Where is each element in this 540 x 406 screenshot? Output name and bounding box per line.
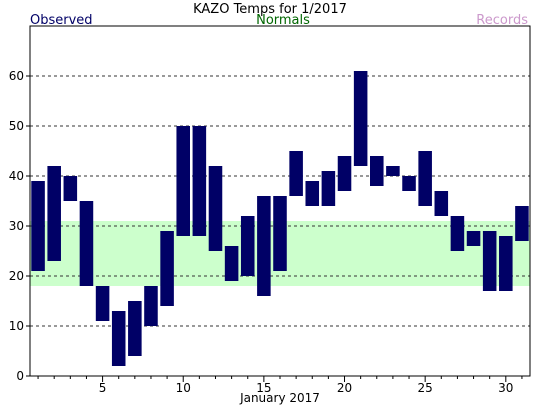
x-tick-label: 20 <box>337 381 352 395</box>
observed-bar <box>128 301 142 356</box>
x-tick-label: 10 <box>176 381 191 395</box>
observed-bar <box>144 286 158 326</box>
observed-bar <box>176 126 190 236</box>
observed-bar <box>370 156 384 186</box>
y-tick-label: 50 <box>9 119 24 133</box>
y-tick-label: 0 <box>16 369 24 383</box>
y-tick-label: 10 <box>9 319 24 333</box>
observed-bar <box>257 196 271 296</box>
y-tick-label: 30 <box>9 219 24 233</box>
observed-bar <box>515 206 529 241</box>
observed-bar <box>499 236 513 291</box>
observed-bar <box>402 176 416 191</box>
legend-normals: Normals <box>256 13 310 28</box>
chart-title: KAZO Temps for 1/2017 <box>193 2 347 17</box>
observed-bar <box>482 231 497 291</box>
x-axis-label: January 2017 <box>239 391 320 405</box>
y-tick-label: 40 <box>9 169 24 183</box>
observed-bar <box>192 126 207 236</box>
legend-observed: Observed <box>30 13 93 28</box>
x-tick-label: 5 <box>99 381 107 395</box>
x-tick-label: 15 <box>256 381 271 395</box>
observed-bar <box>321 171 336 206</box>
observed-bar <box>386 166 400 176</box>
x-tick-label: 30 <box>498 381 513 395</box>
observed-bar <box>63 176 78 201</box>
y-tick-label: 60 <box>9 69 24 83</box>
observed-bar <box>273 196 287 271</box>
observed-bar <box>31 181 45 271</box>
observed-bar <box>240 216 255 276</box>
observed-bar <box>160 231 174 306</box>
observed-bar <box>353 71 368 166</box>
x-tick-label: 25 <box>418 381 433 395</box>
observed-bar <box>289 151 303 196</box>
observed-bar <box>208 166 223 251</box>
observed-bar <box>305 181 320 206</box>
legend-records: Records <box>476 13 528 28</box>
y-tick-label: 20 <box>9 269 24 283</box>
observed-bar <box>95 286 110 321</box>
observed-bar <box>224 246 239 281</box>
observed-bar <box>47 166 61 261</box>
observed-bar <box>111 311 126 366</box>
observed-bar <box>418 151 432 206</box>
observed-bar <box>450 216 465 251</box>
observed-bar <box>466 231 481 246</box>
observed-bar <box>79 201 94 286</box>
observed-bar <box>337 156 352 191</box>
observed-bar <box>434 191 449 216</box>
